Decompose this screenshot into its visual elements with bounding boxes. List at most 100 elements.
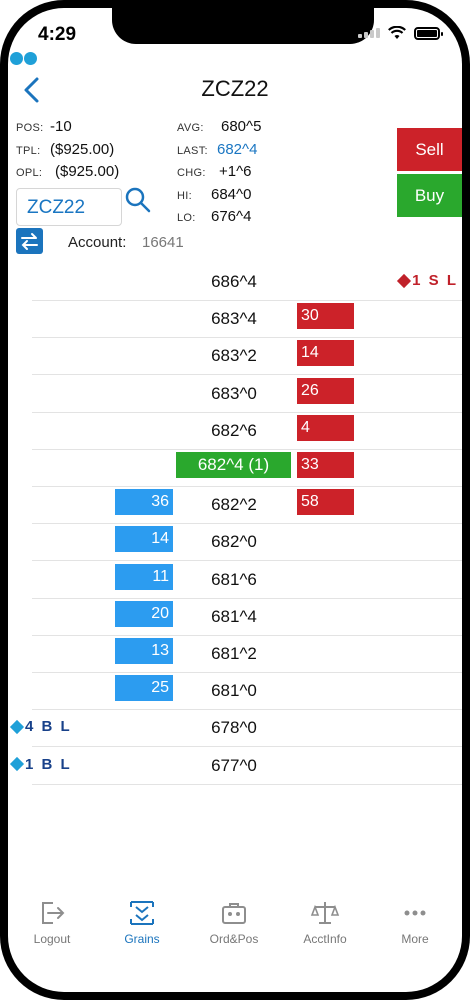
more-icon [400, 898, 430, 928]
ladder-row[interactable]: 681^6 11 [0, 562, 470, 599]
ladder-row[interactable]: 681^0 25 [0, 673, 470, 711]
ladder-row[interactable]: 681^2 13 [0, 636, 470, 673]
ladder-row[interactable]: 682^6 4 [0, 413, 470, 450]
price-level: 681^4 [211, 606, 257, 626]
price-level: 678^0 [211, 718, 257, 738]
tab-label: More [401, 932, 429, 946]
ladder-row[interactable]: 682^4 (1) 33 [0, 450, 470, 487]
cellular-signal-icon [358, 28, 380, 38]
price-level: 683^0 [211, 383, 257, 403]
hi-value: 684^0 [211, 186, 252, 203]
ask-size[interactable]: 4 [297, 414, 354, 441]
chg-value: +1^6 [219, 163, 252, 180]
row-divider [32, 448, 462, 450]
tpl-label: TPL: [16, 145, 41, 157]
tab-logout[interactable]: Logout [7, 890, 97, 946]
lo-label: LO: [177, 212, 196, 224]
ladder-row[interactable]: 677^0 1 B L [0, 748, 470, 785]
ask-size[interactable]: 14 [297, 340, 354, 367]
price-level: 677^0 [211, 755, 257, 775]
ask-size[interactable]: 26 [297, 377, 354, 404]
price-level: 681^0 [211, 681, 257, 701]
account-switch-button[interactable] [16, 228, 43, 254]
bid-size[interactable]: 25 [115, 675, 173, 702]
tab-label: Logout [33, 932, 71, 946]
page-title: ZCZ22 [201, 76, 269, 101]
wifi-icon [388, 26, 406, 39]
ladder-row[interactable]: 683^4 30 [0, 301, 470, 339]
row-divider [32, 746, 462, 748]
bid-size[interactable]: 13 [115, 638, 173, 664]
working-sell-order[interactable]: 1 S L [397, 272, 458, 289]
back-button[interactable] [20, 76, 44, 104]
tab-label: Grains [124, 932, 160, 946]
sell-button[interactable]: Sell [397, 128, 462, 171]
device-notch [112, 8, 374, 44]
buy-order-label: 1 B L [25, 755, 72, 773]
ladder-row[interactable]: 682^0 14 [0, 524, 470, 562]
bid-size[interactable]: 11 [115, 563, 173, 590]
ask-size[interactable]: 33 [297, 452, 354, 478]
sell-order-marker-icon [397, 273, 412, 288]
pos-label: POS: [16, 122, 44, 134]
tpl-value: ($925.00) [50, 141, 115, 158]
working-buy-order[interactable]: 1 B L [9, 755, 72, 773]
tab-label: Ord&Pos [209, 932, 259, 946]
row-divider [32, 374, 462, 376]
symbol-input[interactable]: ZCZ22 [16, 188, 122, 226]
price-level: 686^4 [211, 272, 257, 291]
row-divider [32, 597, 462, 599]
pos-value: -10 [50, 118, 72, 135]
price-level: 681^6 [211, 569, 257, 589]
bid-size[interactable]: 36 [115, 489, 173, 516]
app-logo [10, 52, 37, 65]
price-level: 682^2 [211, 495, 257, 515]
bid-size[interactable]: 20 [115, 600, 173, 627]
buy-button[interactable]: Buy [397, 174, 462, 217]
opl-label: OPL: [16, 167, 43, 179]
ladder-row[interactable]: 678^0 4 B L [0, 710, 470, 748]
row-divider [32, 523, 462, 525]
search-icon[interactable] [124, 186, 152, 214]
buy-order-label: 4 B L [25, 718, 72, 736]
row-divider [32, 300, 462, 301]
price-level: 683^4 [211, 309, 257, 329]
ask-size[interactable]: 58 [297, 489, 354, 516]
buy-order-marker-icon [9, 757, 25, 772]
account-label: Account: [68, 234, 127, 251]
status-time: 4:29 [38, 24, 77, 45]
tab-label: AcctInfo [303, 932, 347, 946]
sell-order-label: 1 S L [412, 272, 458, 289]
ask-size[interactable]: 30 [297, 303, 354, 330]
last-label: LAST: [177, 145, 208, 157]
ladder-row[interactable]: 682^2 36 58 [0, 487, 470, 525]
ladder-row[interactable]: 681^4 20 [0, 599, 470, 636]
tab-grains[interactable]: Grains [97, 890, 187, 946]
avg-label: AVG: [177, 122, 204, 134]
tab-bar: Logout Grains Ord&Pos AcctInfo More [0, 890, 470, 960]
last-value: 682^4 [217, 141, 258, 158]
row-divider [32, 486, 462, 487]
swap-arrows-icon [21, 233, 38, 250]
row-divider [32, 337, 462, 339]
logout-icon [37, 898, 67, 928]
bid-size[interactable]: 14 [115, 526, 173, 553]
price-level: 682^0 [211, 532, 257, 552]
tab-ordpos[interactable]: Ord&Pos [189, 890, 279, 946]
tab-more[interactable]: More [370, 890, 460, 946]
row-divider [32, 672, 462, 673]
lo-value: 676^4 [211, 208, 252, 225]
avg-value: 680^5 [221, 118, 262, 135]
hi-label: HI: [177, 190, 192, 202]
tab-acctinfo[interactable]: AcctInfo [280, 890, 370, 946]
ladder-row[interactable]: 683^0 26 [0, 376, 470, 413]
working-buy-order[interactable]: 4 B L [9, 718, 72, 736]
row-divider [32, 411, 462, 413]
ladder-row[interactable]: 686^4 1 S L [0, 264, 470, 301]
row-divider [32, 783, 462, 785]
account-number: 16641 [142, 234, 184, 251]
ladder-row[interactable]: 683^2 14 [0, 338, 470, 376]
grains-icon [127, 898, 157, 928]
row-divider [32, 560, 462, 562]
